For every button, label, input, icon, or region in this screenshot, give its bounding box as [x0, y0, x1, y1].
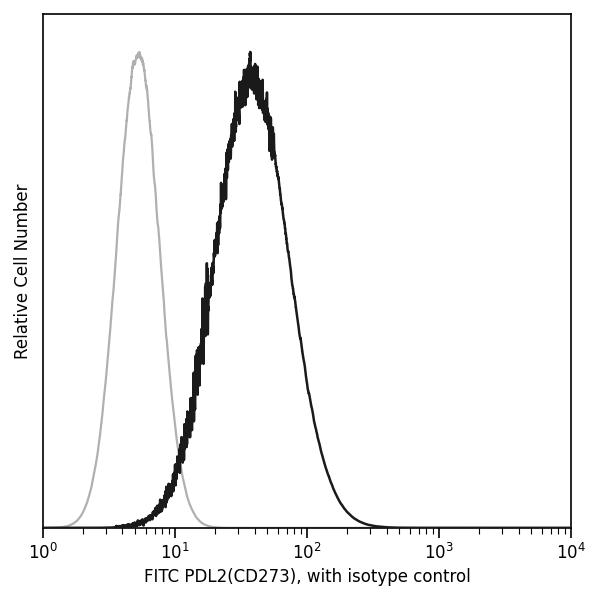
X-axis label: FITC PDL2(CD273), with isotype control: FITC PDL2(CD273), with isotype control: [143, 568, 470, 586]
Y-axis label: Relative Cell Number: Relative Cell Number: [14, 183, 32, 359]
